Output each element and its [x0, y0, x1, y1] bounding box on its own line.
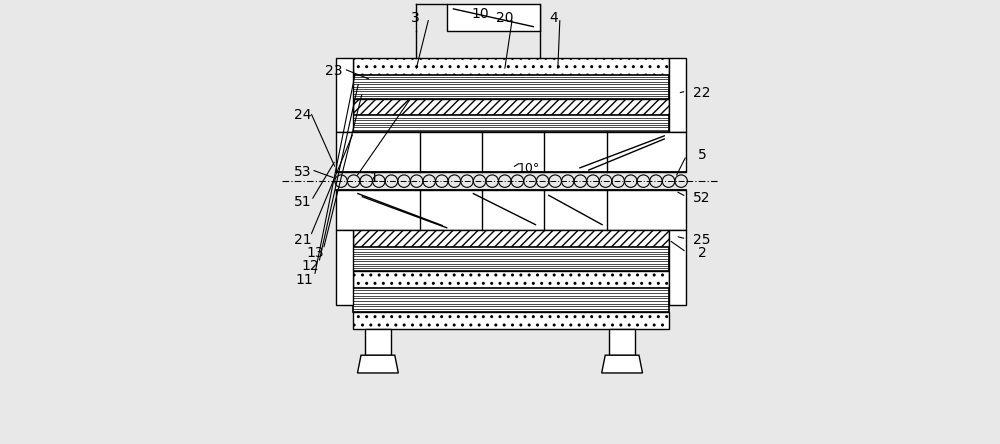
Text: 51: 51: [294, 195, 311, 209]
Text: 2: 2: [698, 246, 706, 260]
Text: 24: 24: [294, 108, 311, 123]
Bar: [609, 329, 635, 355]
Bar: [353, 312, 669, 329]
Bar: [353, 271, 669, 288]
Bar: [353, 247, 669, 271]
Bar: [336, 190, 686, 230]
Text: 12: 12: [302, 259, 319, 274]
Bar: [669, 230, 686, 305]
Bar: [365, 329, 391, 355]
Text: 13: 13: [307, 246, 325, 260]
Bar: [336, 132, 686, 172]
Text: 10: 10: [471, 7, 489, 21]
Text: 21: 21: [294, 233, 311, 247]
Text: 52: 52: [693, 190, 711, 205]
Bar: [353, 58, 669, 75]
Text: 53: 53: [294, 165, 311, 179]
Bar: [353, 230, 669, 247]
Text: 25: 25: [693, 233, 711, 247]
Bar: [336, 58, 353, 132]
Bar: [353, 288, 669, 312]
Text: 1: 1: [369, 170, 378, 185]
Text: 5: 5: [698, 148, 706, 163]
Text: 10°: 10°: [518, 162, 540, 175]
Text: 23: 23: [325, 64, 342, 78]
Text: 22: 22: [693, 86, 711, 100]
Polygon shape: [357, 355, 398, 373]
Bar: [447, 4, 540, 31]
Text: 20: 20: [496, 11, 513, 25]
Text: 4: 4: [549, 11, 558, 25]
Bar: [336, 230, 353, 305]
Bar: [353, 75, 669, 99]
Bar: [353, 99, 669, 115]
Bar: [353, 115, 669, 132]
Bar: [669, 58, 686, 132]
Polygon shape: [602, 355, 643, 373]
Text: 3: 3: [411, 11, 420, 25]
Text: 11: 11: [296, 273, 314, 287]
